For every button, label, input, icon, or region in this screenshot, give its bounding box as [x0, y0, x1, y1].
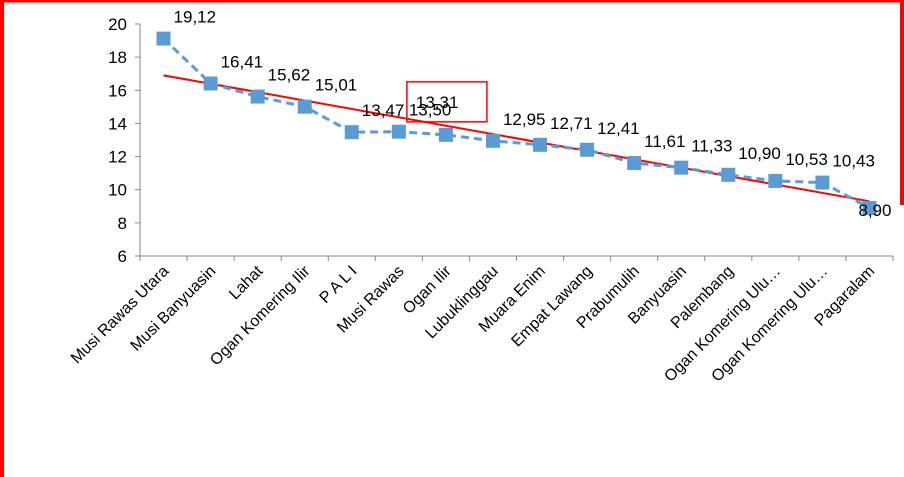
data-label: 12,71 [550, 114, 593, 133]
y-tick-label: 8 [118, 214, 127, 233]
data-point-marker [344, 125, 359, 140]
y-tick-label: 10 [108, 181, 127, 200]
trendline-line [163, 74, 870, 203]
data-label: 15,01 [315, 76, 358, 95]
data-label: 19,12 [174, 8, 217, 27]
highlight-box [406, 81, 488, 123]
highlight-rectangle [406, 81, 488, 123]
data-point-marker [391, 124, 406, 139]
data-label: 16,41 [221, 52, 264, 71]
data-point-marker [297, 99, 312, 114]
data-point-marker [533, 137, 548, 152]
data-point-marker [438, 127, 453, 142]
series-polyline [162, 37, 871, 210]
data-label: 10,43 [832, 152, 875, 171]
data-point-marker [627, 156, 642, 171]
data-point-marker [250, 89, 265, 104]
data-point-marker [862, 200, 877, 215]
data-label: 13,31 [416, 93, 459, 112]
y-tick-label: 14 [108, 114, 127, 133]
data-point-marker [721, 167, 736, 182]
data-label: 12,41 [597, 119, 640, 138]
trendline [163, 74, 870, 203]
data-label: 10,53 [785, 150, 828, 169]
data-label: 12,95 [503, 110, 546, 129]
data-label: 11,61 [644, 132, 685, 151]
data-label: 10,90 [738, 144, 781, 163]
data-label: 8,90 [858, 201, 891, 220]
y-tick-label: 6 [118, 247, 127, 266]
data-label: 13,50 [409, 101, 452, 120]
series-line [156, 31, 877, 215]
data-label: 11,33 [691, 137, 732, 156]
data-label: 15,62 [268, 66, 311, 85]
data-point-marker [156, 31, 171, 46]
data-point-marker [674, 160, 689, 175]
y-tick-label: 20 [108, 15, 127, 34]
y-axis: 6 8 10 12 14 16 18 20 [108, 15, 141, 266]
data-point-marker [203, 76, 218, 91]
y-tick-label: 12 [108, 148, 127, 167]
y-tick-label: 16 [108, 81, 127, 100]
data-point-marker [485, 133, 500, 148]
data-point-marker [768, 173, 783, 188]
data-label: 13,47 [362, 101, 405, 120]
data-point-marker [580, 142, 595, 157]
data-point-marker [815, 175, 830, 190]
y-tick-label: 18 [108, 48, 127, 67]
